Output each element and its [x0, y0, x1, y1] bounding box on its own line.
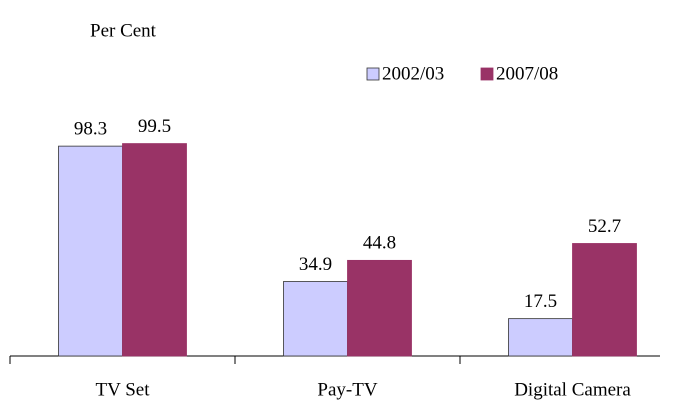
value-label: 99.5 [138, 116, 171, 137]
value-label: 52.7 [588, 216, 621, 237]
value-label: 98.3 [74, 118, 107, 139]
value-label: 44.8 [363, 233, 396, 254]
bar [347, 259, 412, 357]
legend-label: 2002/03 [382, 63, 444, 84]
legend-label: 2007/08 [496, 63, 558, 84]
bar [572, 243, 637, 357]
x-tick-label: TV Set [95, 379, 150, 400]
bar [58, 145, 123, 357]
legend-swatch [480, 67, 494, 81]
bar [283, 281, 348, 357]
value-label: 34.9 [299, 254, 332, 275]
x-tick-label: Digital Camera [514, 379, 631, 400]
axis-label: Per Cent [90, 20, 157, 41]
x-tick-label: Pay-TV [317, 379, 377, 400]
bar [508, 318, 573, 357]
legend-swatch [366, 67, 380, 81]
value-label: 17.5 [524, 291, 557, 312]
bar [122, 143, 187, 357]
